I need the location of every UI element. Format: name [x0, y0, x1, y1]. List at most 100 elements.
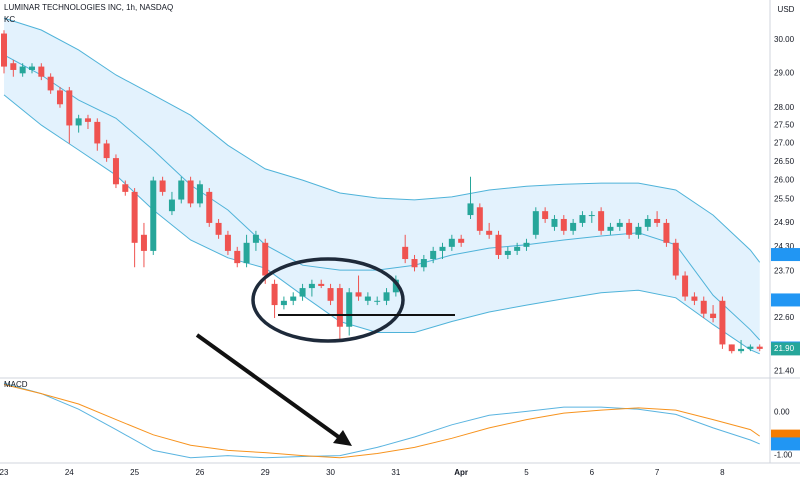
y-tick-label: 24.30: [774, 242, 795, 251]
candle-body: [523, 242, 530, 247]
currency-label: USD: [778, 5, 795, 14]
candle-body: [364, 296, 371, 301]
candle-body: [224, 234, 231, 251]
x-tick-label: 26: [195, 468, 204, 477]
price-tag-label: 21.90: [774, 344, 795, 353]
candle-body: [56, 90, 63, 105]
candle-body: [467, 203, 474, 216]
x-tick-label: 24: [65, 468, 74, 477]
macd-label: MACD: [4, 380, 28, 389]
candle-body: [150, 180, 157, 251]
candle-body: [103, 143, 110, 159]
kc-upper: [3, 17, 761, 263]
candle-body: [570, 222, 577, 231]
candle-body: [504, 250, 511, 255]
candle-body: [654, 218, 661, 223]
candle-body: [402, 246, 409, 260]
y-tick-label: 27.00: [774, 139, 795, 148]
candle-body: [252, 234, 259, 243]
candle-body: [542, 211, 549, 219]
x-tick-label: Apr: [454, 468, 468, 477]
candle-body: [439, 246, 446, 251]
candle-body: [94, 121, 101, 144]
candle-body: [280, 300, 287, 306]
y-tick-label: 27.50: [774, 121, 795, 130]
candle-body: [635, 226, 642, 235]
candle-body: [588, 215, 595, 217]
chart-title: LUMINAR TECHNOLOGIES INC, 1h, NASDAQ: [4, 3, 173, 12]
candle-body: [486, 230, 493, 235]
candle-body: [28, 66, 35, 70]
kc-middle: [3, 54, 761, 341]
candle-body: [747, 346, 754, 349]
candle-body: [682, 275, 689, 297]
candle-body: [168, 199, 175, 212]
price-tag: [771, 437, 800, 451]
y-tick-label: 28.00: [774, 103, 795, 112]
y-tick-label: 25.50: [774, 195, 795, 204]
candle-body: [607, 226, 614, 231]
candle-body: [19, 66, 26, 74]
candle-body: [187, 180, 194, 204]
candle-body: [383, 292, 390, 301]
candle-body: [616, 222, 623, 227]
candle-body: [159, 180, 166, 192]
candle-body: [738, 348, 745, 352]
y-tick-label: -1.00: [774, 451, 793, 460]
y-tick-label: 26.00: [774, 176, 795, 185]
candle-body: [672, 242, 679, 276]
y-tick-label: 30.00: [774, 35, 795, 44]
candle-body: [644, 218, 651, 227]
y-tick-label: 29.00: [774, 68, 795, 77]
macd-line: [3, 384, 760, 459]
candle-body: [532, 211, 539, 235]
candle-body: [131, 191, 138, 243]
candle-body: [710, 313, 717, 319]
candle-body: [318, 283, 325, 286]
x-tick-label: 23: [0, 468, 9, 477]
x-tick-label: 25: [130, 468, 139, 477]
candle-body: [626, 222, 633, 235]
candle-body: [719, 300, 726, 345]
x-tick-label: 29: [261, 468, 270, 477]
candle-body: [756, 346, 763, 349]
candle-body: [178, 180, 185, 200]
x-tick-label: 31: [391, 468, 400, 477]
y-tick-label: 23.70: [774, 266, 795, 275]
candle-body: [271, 283, 278, 306]
candle-body: [140, 234, 147, 251]
y-tick-label: 21.40: [774, 367, 795, 376]
candle-body: [663, 222, 670, 243]
candle-body: [112, 158, 119, 185]
candle-body: [299, 288, 306, 297]
candle-body: [458, 238, 465, 243]
candle-body: [75, 118, 82, 126]
candle-body: [514, 246, 521, 251]
candle-body: [691, 296, 698, 301]
candle-body: [420, 259, 427, 268]
y-tick-label: 26.50: [774, 157, 795, 166]
candle-body: [411, 259, 418, 268]
x-tick-label: 6: [590, 468, 595, 477]
candle-body: [66, 90, 73, 126]
candle-body: [215, 222, 222, 235]
candle-body: [598, 211, 605, 231]
candle-body: [430, 250, 437, 260]
y-tick-label: 0.00: [774, 407, 790, 416]
y-tick-label: 24.90: [774, 218, 795, 227]
candle-body: [234, 250, 241, 264]
candle-body: [243, 242, 250, 264]
annotation-arrowhead: [333, 430, 352, 446]
indicator-label: KC: [4, 15, 15, 24]
candle-body: [476, 207, 483, 231]
price-tag: [771, 248, 800, 262]
y-tick-label: 22.60: [774, 313, 795, 322]
candle-body: [196, 184, 203, 204]
plot-layer: [1, 17, 763, 459]
x-tick-label: 5: [524, 468, 529, 477]
candle-body: [346, 292, 353, 327]
candle-body: [290, 296, 297, 301]
x-tick-label: 7: [655, 468, 660, 477]
candle-body: [374, 300, 381, 302]
